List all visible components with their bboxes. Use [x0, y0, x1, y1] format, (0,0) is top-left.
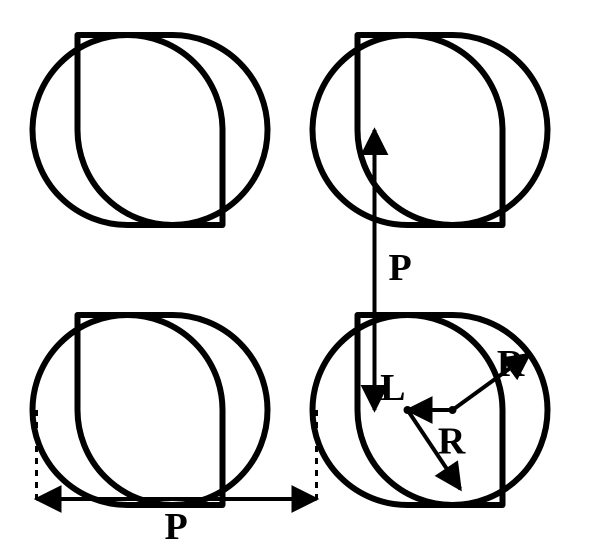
lower-lobe	[32, 35, 222, 225]
label-p-horizontal: P	[165, 506, 188, 548]
unit-shape	[313, 35, 548, 225]
lower-lobe	[313, 35, 503, 225]
label-r-upper: R	[497, 343, 525, 385]
label-p-vertical: P	[389, 247, 412, 289]
label-l: L	[380, 367, 405, 409]
upper-lobe	[78, 35, 268, 225]
lower-lobe	[32, 315, 222, 505]
diagram-canvas: PPRRL	[0, 0, 610, 557]
label-r-lower: R	[438, 420, 466, 462]
upper-lobe	[358, 35, 548, 225]
center-dot	[404, 406, 412, 414]
upper-lobe	[78, 315, 268, 505]
unit-shape	[32, 315, 267, 505]
unit-shape	[32, 35, 267, 225]
center-dot	[449, 406, 457, 414]
